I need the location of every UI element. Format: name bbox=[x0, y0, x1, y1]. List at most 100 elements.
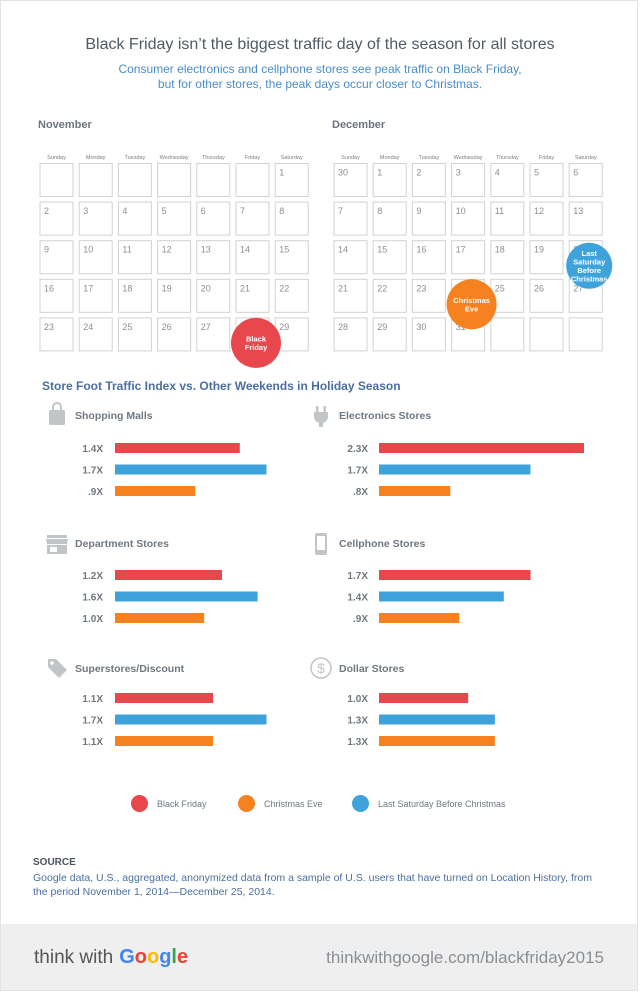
calendar-day-cell bbox=[333, 317, 368, 352]
calendar-day-cell bbox=[411, 278, 446, 313]
calendar-day-cell bbox=[372, 240, 407, 275]
calendar-day-cell bbox=[39, 240, 74, 275]
calendar-day-number: 5 bbox=[534, 168, 539, 178]
calendar-day-cell bbox=[372, 278, 407, 313]
calendar-day-number: 27 bbox=[201, 322, 211, 332]
calendar-day-cell bbox=[529, 278, 564, 313]
calendar-day-number: 11 bbox=[495, 206, 504, 216]
calendar-day-cell bbox=[529, 240, 564, 275]
calendar-marker-label: Saturday bbox=[573, 257, 606, 266]
calendar-day-cell bbox=[157, 163, 192, 197]
calendar-day-cell bbox=[157, 317, 192, 352]
calendar-day-number: 14 bbox=[338, 245, 348, 255]
calendar-day-number: 11 bbox=[122, 245, 131, 255]
calendar-day-cell bbox=[451, 163, 486, 197]
page-title: Black Friday isn’t the biggest traffic d… bbox=[85, 36, 555, 53]
logo-letter: G bbox=[119, 946, 135, 968]
calendar-day-cell bbox=[411, 201, 446, 236]
calendar-day-cell bbox=[78, 317, 113, 352]
calendar-day-number: 13 bbox=[201, 245, 211, 255]
calendar-day-number: 24 bbox=[83, 322, 93, 332]
calendar-day-cell bbox=[411, 240, 446, 275]
brand-logo: think with Google bbox=[34, 946, 188, 969]
calendar-day-cell bbox=[568, 163, 603, 197]
calendar-day-cell bbox=[78, 240, 113, 275]
calendar-day-number: 21 bbox=[338, 283, 348, 293]
calendar-day-cell bbox=[157, 240, 192, 275]
calendar-day-cell bbox=[490, 201, 525, 236]
chart-legend: Black Friday Christmas Eve Last Saturday… bbox=[0, 795, 640, 815]
calendar-marker-label: Friday bbox=[245, 343, 268, 352]
weekday-label: Sunday bbox=[47, 155, 66, 161]
calendar-day-number: 12 bbox=[534, 206, 544, 216]
calendar-day-cell bbox=[274, 278, 309, 313]
calendar-day-number: 18 bbox=[495, 245, 505, 255]
calendar-day-number: 31 bbox=[456, 322, 466, 332]
logo-letter: o bbox=[134, 946, 147, 968]
calendar-day-cell bbox=[490, 163, 525, 197]
calendar-day-cell bbox=[529, 201, 564, 236]
calendar-day-number: 30 bbox=[338, 168, 348, 178]
weekday-label: Wednesday bbox=[454, 155, 483, 161]
calendar-day-number: 23 bbox=[44, 322, 54, 332]
weekday-label: Tuesday bbox=[124, 155, 145, 161]
calendar-day-number: 3 bbox=[83, 206, 88, 216]
calendar-marker-label: Eve bbox=[465, 305, 478, 314]
calendar-day-number: 21 bbox=[240, 283, 250, 293]
weekday-label: Sunday bbox=[341, 155, 360, 161]
footer-url-link[interactable]: thinkwithgoogle.com/blackfriday2015 bbox=[326, 948, 604, 967]
legend-label: Black Friday bbox=[157, 798, 207, 809]
brand-text: think with bbox=[34, 947, 114, 968]
calendar-day-number: 22 bbox=[377, 283, 387, 293]
calendar-month-november: November bbox=[38, 119, 92, 131]
weekday-label: Thursday bbox=[496, 155, 519, 161]
calendar-day-number: 19 bbox=[162, 283, 172, 293]
calendar-day-cell bbox=[117, 201, 152, 236]
logo-letter: g bbox=[159, 946, 172, 968]
calendar-day-cell bbox=[39, 163, 74, 197]
calendar-day-number: 4 bbox=[122, 206, 127, 216]
calendar-day-cell bbox=[333, 201, 368, 236]
calendar-marker-label: Last bbox=[581, 249, 597, 258]
calendar-day-number: 25 bbox=[122, 322, 132, 332]
calendar-day-cell bbox=[274, 240, 309, 275]
calendar-day-number: 26 bbox=[162, 322, 172, 332]
logo-letter: l bbox=[171, 946, 177, 968]
calendar-marker-label: Before bbox=[577, 266, 601, 275]
calendar-day-number: 30 bbox=[416, 322, 426, 332]
calendar-day-number: 1 bbox=[279, 168, 284, 178]
calendar-day-number: 28 bbox=[338, 322, 348, 332]
calendar-day-number: 8 bbox=[377, 206, 382, 216]
logo-letter: o bbox=[146, 946, 160, 968]
google-wordmark: Google bbox=[119, 946, 188, 969]
calendars: Sunday Monday Tuesday Wednesday Thursday Frid… bbox=[39, 155, 613, 368]
calendar-day-cell bbox=[235, 240, 270, 275]
weekday-label: Monday bbox=[380, 155, 400, 161]
calendar-day-cell bbox=[490, 317, 525, 352]
subtitle-line-1: Consumer electronics and cellphone store… bbox=[118, 62, 522, 76]
calendar-marker bbox=[446, 279, 497, 330]
calendar-day-number: 5 bbox=[162, 206, 167, 216]
calendar-day-cell bbox=[39, 278, 74, 313]
weekday-label: Wednesday bbox=[160, 155, 189, 161]
calendar-day-number: 19 bbox=[534, 245, 544, 255]
calendar-day-number: 22 bbox=[279, 283, 289, 293]
calendar-day-number: 15 bbox=[279, 245, 289, 255]
subtitle-line-2: but for other stores, the peak days occu… bbox=[157, 77, 483, 91]
calendar-marker-label: Christmas bbox=[453, 296, 490, 305]
calendar-day-number: 26 bbox=[534, 283, 544, 293]
calendar-day-cell bbox=[372, 201, 407, 236]
calendar-marker bbox=[566, 242, 613, 289]
calendar-day-cell bbox=[333, 278, 368, 313]
calendar-day-cell bbox=[78, 201, 113, 236]
legend-swatch bbox=[352, 795, 369, 812]
calendar-day-cell bbox=[411, 163, 446, 197]
calendar-day-number: 17 bbox=[456, 245, 466, 255]
page-subtitle: Consumer electronics and cellphone store… bbox=[0, 62, 640, 92]
calendar-day-number: 10 bbox=[456, 206, 466, 216]
calendar-marker-label: Black bbox=[246, 335, 267, 344]
calendar-day-cell bbox=[196, 201, 231, 236]
legend-swatch bbox=[131, 795, 148, 812]
calendar-day-number: 12 bbox=[162, 245, 172, 255]
